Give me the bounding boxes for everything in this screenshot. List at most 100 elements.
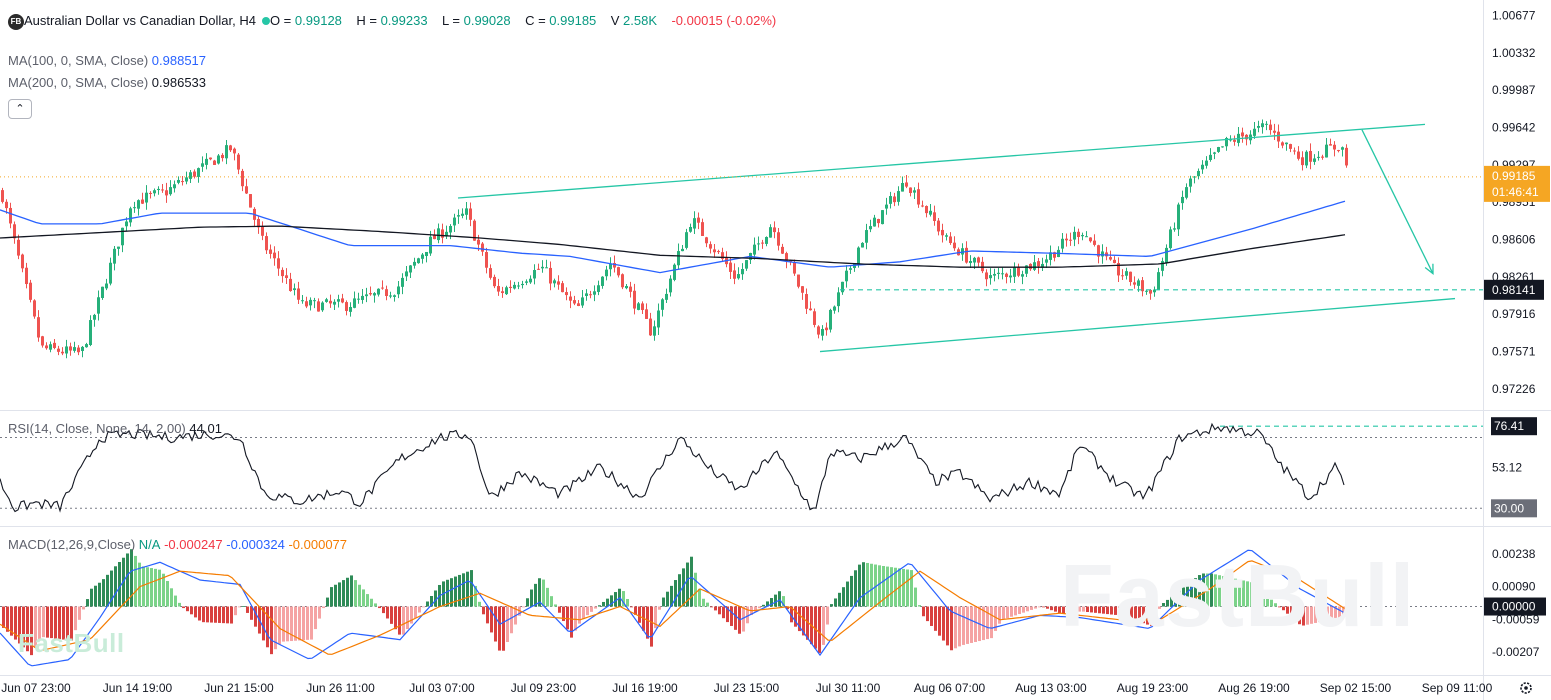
macd-bar — [502, 606, 505, 651]
candle — [697, 212, 700, 230]
candle — [701, 218, 704, 236]
macd-legend[interactable]: MACD(12,26,9,Close) N/A -0.000247 -0.000… — [8, 537, 347, 552]
settings-gear-icon[interactable] — [1520, 682, 1532, 694]
macd-bar — [574, 606, 577, 631]
macd-bar — [946, 606, 949, 646]
macd-bar — [302, 606, 305, 641]
candle — [609, 257, 612, 277]
macd-bar — [1162, 603, 1165, 607]
candle — [833, 305, 836, 314]
macd-line — [0, 549, 1346, 667]
price-tick-label: 0.97916 — [1492, 307, 1536, 321]
macd-bar — [626, 598, 629, 607]
macd-bar — [46, 606, 49, 638]
candle — [1185, 183, 1188, 200]
macd-bar — [1090, 606, 1093, 613]
macd-bar — [882, 565, 885, 607]
candle — [345, 300, 348, 316]
symbol-title[interactable]: Australian Dollar vs Canadian Dollar, H4 — [24, 13, 256, 28]
candle — [461, 208, 464, 219]
macd-axis: 0.00238 0.00090 -0.00059 -0.00207 — [1492, 547, 1540, 659]
macd-bar — [262, 606, 265, 641]
macd-bar — [358, 584, 361, 607]
macd-bar — [42, 606, 45, 638]
macd-bar — [318, 606, 321, 619]
candle — [433, 229, 436, 240]
macd-bar — [614, 592, 617, 607]
candle — [529, 275, 532, 284]
macd-bar — [1250, 582, 1253, 607]
macd-bar — [770, 598, 773, 607]
candle — [561, 280, 564, 293]
current-price-tag — [1484, 165, 1550, 202]
macd-bar — [994, 606, 997, 631]
macd-bar — [698, 588, 701, 607]
candle — [981, 256, 984, 274]
channel-upper-line — [457, 123, 1426, 199]
macd-bar — [394, 606, 397, 630]
macd-bar — [386, 606, 389, 619]
macd-bar — [678, 574, 681, 607]
time-tick-label: Jun 14 19:00 — [103, 681, 173, 695]
price-tick-label: 0.99642 — [1492, 120, 1536, 134]
macd-bar — [718, 606, 721, 615]
macd-bar — [246, 606, 249, 613]
candle — [209, 157, 212, 161]
macd-bar — [390, 606, 393, 624]
candle — [837, 287, 840, 313]
macd-bar — [1246, 581, 1249, 607]
time-tick-label: Jul 30 11:00 — [816, 681, 881, 695]
candle — [937, 217, 940, 236]
candle — [281, 267, 284, 283]
candle — [1305, 150, 1308, 169]
candle — [53, 338, 56, 350]
macd-bar — [1182, 587, 1185, 607]
rsi-legend[interactable]: RSI(14, Close, None, 14, 2.00) 44.01 — [8, 421, 222, 436]
candle — [1021, 270, 1024, 285]
ma100-legend[interactable]: MA(100, 0, SMA, Close) 0.988517 — [8, 53, 206, 68]
candle — [49, 341, 52, 353]
macd-bar — [1286, 606, 1289, 614]
ma200-legend[interactable]: MA(200, 0, SMA, Close) 0.986533 — [8, 75, 206, 90]
candle — [325, 297, 328, 303]
candle — [977, 256, 980, 267]
open-value: 0.99128 — [294, 13, 342, 28]
macd-bar — [622, 591, 625, 607]
macd-bar — [98, 582, 101, 607]
candle — [721, 247, 724, 262]
macd-bar — [282, 606, 285, 642]
candle — [169, 180, 172, 196]
candle — [105, 278, 108, 291]
candle — [769, 224, 772, 238]
candle — [505, 285, 508, 296]
candle — [1125, 267, 1128, 280]
macd-bar — [986, 606, 989, 640]
macd-bar — [790, 606, 793, 623]
candle — [305, 296, 308, 309]
macd-bar — [602, 601, 605, 607]
candle — [25, 262, 28, 289]
candle — [1233, 135, 1236, 146]
macd-bar — [270, 606, 273, 655]
macd-bar — [1082, 606, 1085, 612]
candle — [993, 268, 996, 282]
macd-bar — [1002, 606, 1005, 620]
candle — [1113, 256, 1116, 264]
macd-bar — [1010, 606, 1013, 617]
support-price-tag — [1484, 279, 1544, 300]
candle — [741, 263, 744, 280]
candle — [1169, 226, 1172, 250]
collapse-indicators-button[interactable]: ⌃ — [8, 99, 32, 119]
rsi-peak-tag-value: 76.41 — [1494, 419, 1524, 433]
candle — [537, 263, 540, 271]
macd-bar — [950, 606, 953, 651]
macd-bar — [134, 555, 137, 607]
macd-bar — [130, 549, 133, 607]
candle — [21, 253, 24, 273]
macd-bar — [118, 562, 121, 607]
macd-bar — [1302, 606, 1305, 626]
macd-bar — [382, 606, 385, 614]
candle — [737, 267, 740, 280]
candle — [293, 283, 296, 296]
